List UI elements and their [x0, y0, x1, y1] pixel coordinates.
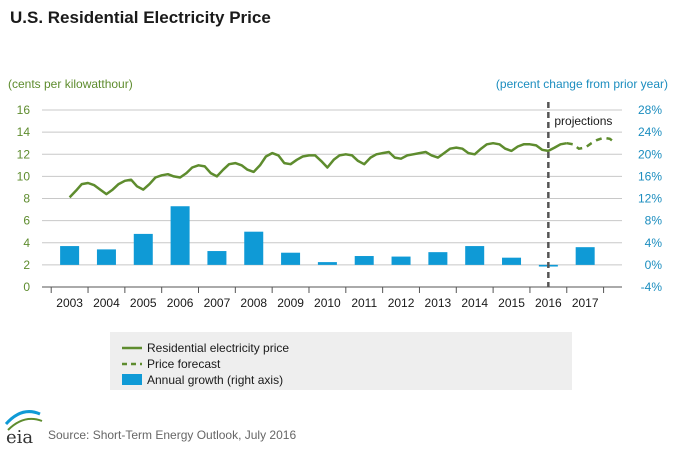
- right-tick-label: 20%: [638, 147, 662, 161]
- x-tick-label: 2016: [535, 296, 562, 310]
- legend-label-price: Residential electricity price: [147, 341, 289, 355]
- x-tick-label: 2015: [498, 296, 525, 310]
- legend: Residential electricity price Price fore…: [110, 332, 572, 390]
- price-lines: [68, 136, 617, 199]
- growth-bar: [354, 256, 374, 265]
- x-tick-label: 2010: [314, 296, 341, 310]
- x-tick-label: 2011: [351, 296, 377, 310]
- eia-logo: eia: [4, 410, 43, 448]
- left-axis-label: (cents per kilowatthour): [8, 77, 133, 91]
- growth-bar: [502, 257, 522, 265]
- right-tick-label: -4%: [641, 280, 663, 294]
- gridlines: [42, 109, 622, 266]
- left-tick-label: 2: [23, 258, 30, 272]
- right-tick-label: 0%: [645, 258, 663, 272]
- x-tick-label: 2012: [388, 296, 415, 310]
- logo-swoosh-icon: [4, 410, 41, 426]
- legend-box: [110, 332, 572, 390]
- right-axis-label: (percent change from prior year): [496, 77, 668, 91]
- growth-bar: [133, 233, 153, 265]
- chart-title: U.S. Residential Electricity Price: [10, 8, 271, 27]
- right-tick-label: 28%: [638, 103, 662, 117]
- right-tick-label: 8%: [645, 214, 663, 228]
- growth-bar: [317, 262, 337, 265]
- source-note: Source: Short-Term Energy Outlook, July …: [48, 428, 296, 442]
- left-tick-label: 0: [23, 280, 30, 294]
- growth-bar: [207, 251, 227, 265]
- left-tick-label: 6: [23, 214, 30, 228]
- growth-bar: [60, 246, 80, 265]
- projection-label-bg: [550, 112, 621, 128]
- x-tick-label: 2004: [93, 296, 120, 310]
- left-tick-label: 12: [17, 147, 31, 161]
- growth-bar: [465, 246, 485, 265]
- growth-bar: [244, 231, 264, 265]
- left-tick-label: 4: [23, 236, 30, 250]
- growth-bar: [391, 256, 411, 265]
- left-tick-label: 8: [23, 192, 30, 206]
- growth-bar: [281, 252, 301, 265]
- growth-bar: [96, 249, 116, 265]
- x-tick-label: 2013: [425, 296, 452, 310]
- axes: [42, 286, 622, 293]
- x-tick-label: 2006: [167, 296, 194, 310]
- legend-label-growth: Annual growth (right axis): [147, 373, 283, 387]
- left-tick-label: 16: [17, 103, 31, 117]
- right-tick-label: 16%: [638, 169, 662, 183]
- logo-text: eia: [6, 427, 33, 448]
- x-tick-label: 2014: [461, 296, 488, 310]
- x-tick-label: 2007: [204, 296, 231, 310]
- right-tick-label: 4%: [645, 236, 663, 250]
- left-tick-label: 14: [17, 125, 31, 139]
- growth-bar: [428, 252, 448, 265]
- x-tick-label: 2005: [130, 296, 157, 310]
- x-tick-label: 2009: [277, 296, 304, 310]
- growth-bar: [170, 206, 190, 265]
- x-tick-label: 2008: [240, 296, 267, 310]
- tick-labels: 0 -4%2 0%4 4%6 8%8 12%10 16%12 20%14 24%16 28%200…: [17, 103, 663, 310]
- projections-label: projections: [554, 114, 612, 128]
- legend-label-forecast: Price forecast: [147, 357, 221, 371]
- x-tick-label: 2003: [56, 296, 83, 310]
- right-tick-label: 24%: [638, 125, 662, 139]
- right-tick-label: 12%: [638, 192, 662, 206]
- left-tick-label: 10: [17, 169, 31, 183]
- forecast-line: [566, 136, 617, 151]
- logo-swoosh-accent-icon: [7, 417, 43, 431]
- bars: [60, 206, 595, 267]
- legend-swatch-growth: [122, 374, 142, 385]
- price-line: [68, 141, 568, 199]
- x-tick-label: 2017: [572, 296, 599, 310]
- growth-bar: [575, 247, 595, 265]
